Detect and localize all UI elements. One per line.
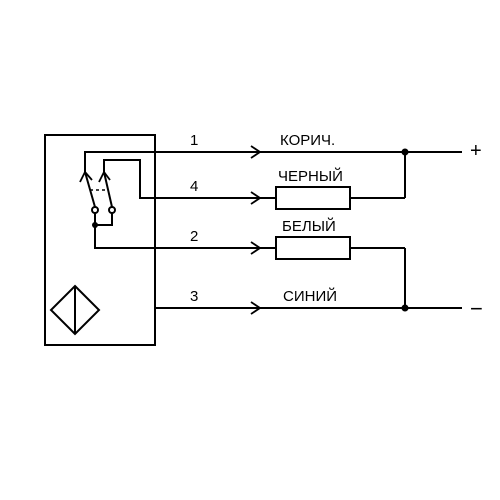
label-white: БЕЛЫЙ	[282, 218, 336, 235]
internal-join	[95, 213, 112, 225]
terminal-num-4: 4	[190, 178, 198, 195]
switch-symbol	[80, 172, 115, 213]
load-box-black	[276, 187, 350, 209]
internal-wire-2	[95, 213, 155, 248]
label-brown: КОРИЧ.	[280, 132, 335, 149]
internal-wire-1	[85, 152, 155, 172]
terminal-num-3: 3	[190, 288, 198, 305]
terminal-num-2: 2	[190, 228, 198, 245]
label-black: ЧЕРНЫЙ	[278, 168, 343, 185]
load-box-white	[276, 237, 350, 259]
minus-sign: −	[470, 296, 483, 322]
plus-sign: +	[470, 140, 482, 163]
internal-wire-4	[104, 160, 155, 198]
sensor-box	[45, 135, 155, 345]
terminal-num-1: 1	[190, 132, 198, 149]
diamond-icon	[51, 286, 99, 334]
wiring-diagram	[0, 0, 500, 500]
label-blue: СИНИЙ	[283, 288, 337, 305]
